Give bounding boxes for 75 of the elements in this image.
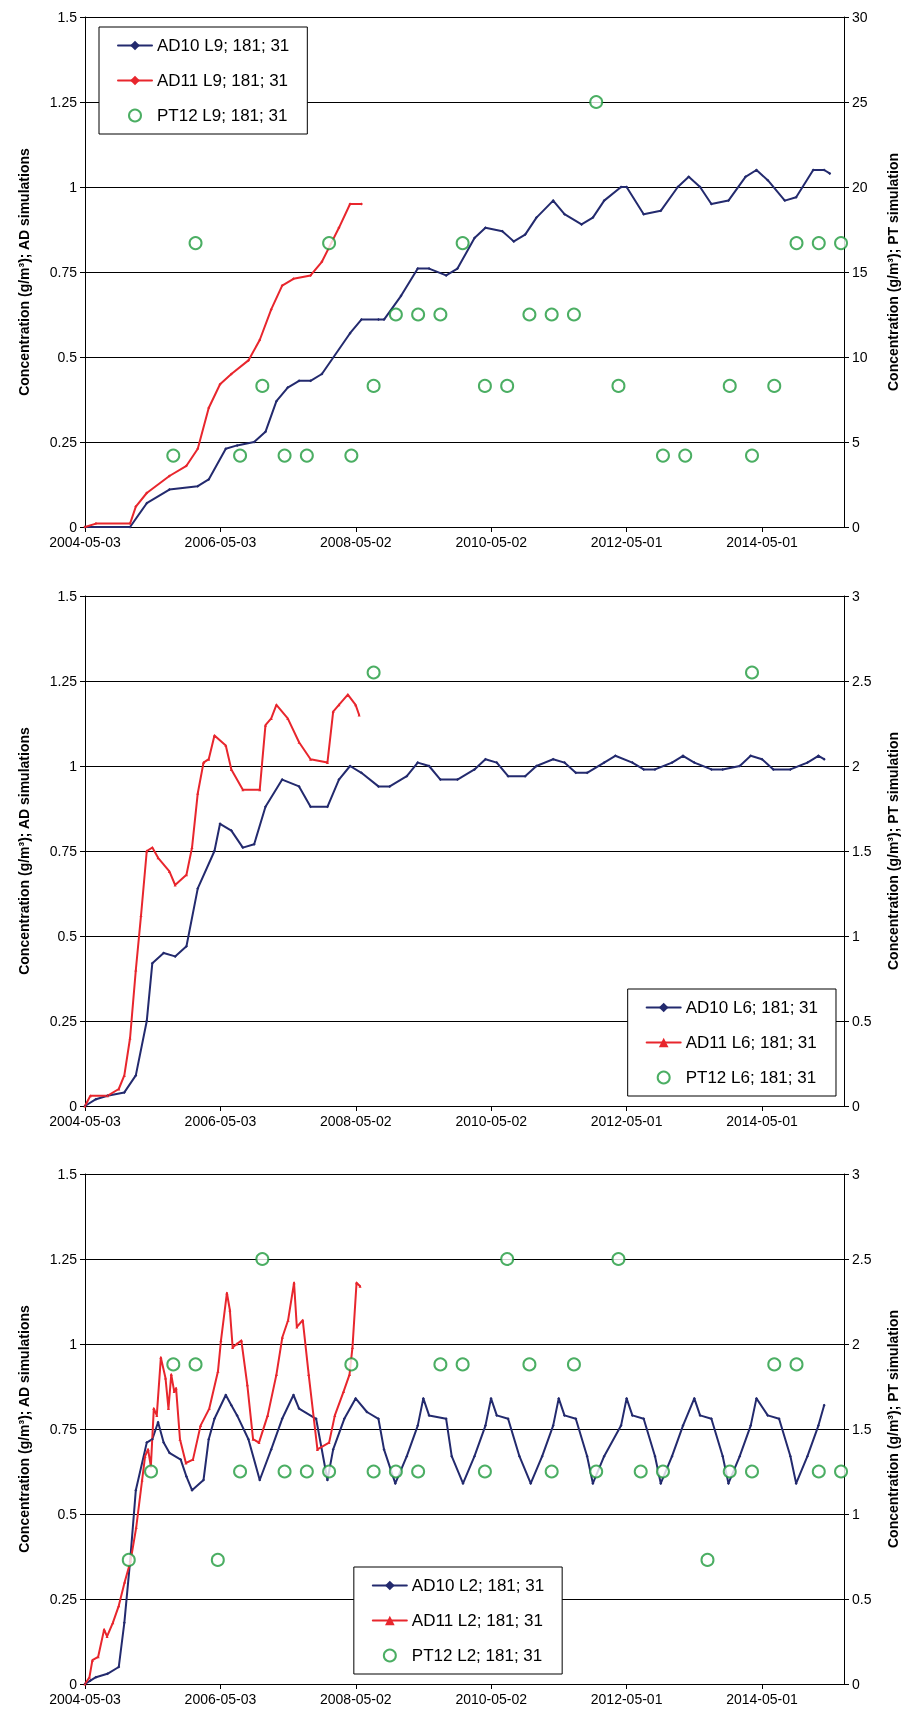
y-tick-label: 1 [69, 179, 78, 195]
x-tick-label: 2014-05-01 [726, 1113, 799, 1129]
legend-label: PT12 L9; 181; 31 [157, 106, 288, 125]
x-tick-label: 2010-05-02 [455, 534, 528, 550]
y2-tick-label: 0.5 [852, 1013, 872, 1029]
y2-tick-label: 2 [852, 1336, 860, 1352]
y-tick-label: 0 [69, 1676, 78, 1692]
x-tick-label: 2008-05-02 [319, 534, 392, 550]
y2-tick-label: 0 [852, 1098, 860, 1114]
y2-tick-label: 3 [852, 588, 860, 604]
legend-label: AD11 L2; 181; 31 [411, 1611, 543, 1630]
legend-label: PT12 L2; 181; 31 [411, 1646, 543, 1665]
y-tick-label: 0.75 [49, 264, 78, 280]
y-tick-label: 1.25 [49, 94, 78, 110]
y2-axis-title: Concentration (g/m³); PT simulation [885, 1310, 901, 1548]
y2-tick-label: 20 [852, 179, 868, 195]
x-tick-label: 2006-05-03 [184, 1691, 257, 1707]
y2-tick-label: 1 [852, 1506, 860, 1522]
y-tick-label: 0.75 [49, 1421, 78, 1437]
y2-tick-label: 5 [852, 434, 860, 450]
x-tick-label: 2004-05-03 [49, 1691, 122, 1707]
x-tick-label: 2006-05-03 [184, 1113, 257, 1129]
y-tick-label: 0.25 [49, 1591, 78, 1607]
x-tick-label: 2004-05-03 [49, 1113, 122, 1129]
y-tick-label: 0.25 [49, 434, 78, 450]
y-tick-label: 1.5 [57, 1166, 78, 1182]
y2-tick-label: 15 [852, 264, 868, 280]
y-axis-title: Concentration (g/m³); AD simulations [16, 1304, 32, 1553]
y-tick-label: 1.5 [57, 588, 78, 604]
y-tick-label: 1 [69, 758, 78, 774]
y-axis-title: Concentration (g/m³); AD simulations [16, 147, 32, 396]
y2-tick-label: 2.5 [852, 1251, 872, 1267]
legend-label: AD11 L6; 181; 31 [685, 1033, 817, 1052]
y2-tick-label: 2 [852, 758, 860, 774]
x-tick-label: 2010-05-02 [455, 1691, 528, 1707]
x-tick-label: 2012-05-01 [590, 1691, 663, 1707]
y2-tick-label: 1.5 [852, 1421, 872, 1437]
y-tick-label: 0.5 [57, 928, 78, 944]
y2-axis-title: Concentration (g/m³); PT simulation [885, 732, 901, 970]
legend-label: AD10 L9; 181; 31 [157, 36, 290, 55]
y2-tick-label: 30 [852, 9, 868, 25]
y-tick-label: 0 [69, 519, 78, 535]
legend-label: PT12 L6; 181; 31 [685, 1068, 817, 1087]
y-tick-label: 1 [69, 1336, 78, 1352]
y2-tick-label: 0.5 [852, 1591, 872, 1607]
y2-tick-label: 10 [852, 349, 868, 365]
y-tick-label: 0.75 [49, 843, 78, 859]
y-axis-title: Concentration (g/m³); AD simulations [16, 726, 32, 975]
y2-tick-label: 25 [852, 94, 868, 110]
y2-tick-label: 2.5 [852, 673, 872, 689]
y2-axis-title: Concentration (g/m³); PT simulation [885, 153, 901, 391]
y-tick-label: 1.25 [49, 673, 78, 689]
x-tick-label: 2010-05-02 [455, 1113, 528, 1129]
y2-tick-label: 0 [852, 1676, 860, 1692]
x-tick-label: 2004-05-03 [49, 534, 122, 550]
legend-label: AD11 L9; 181; 31 [157, 71, 289, 90]
y2-tick-label: 1.5 [852, 843, 872, 859]
x-tick-label: 2006-05-03 [184, 534, 257, 550]
y-tick-label: 1.25 [49, 1251, 78, 1267]
x-tick-label: 2008-05-02 [319, 1691, 392, 1707]
legend-label: AD10 L2; 181; 31 [411, 1576, 545, 1595]
y-tick-label: 0.5 [57, 349, 78, 365]
y-tick-label: 0 [69, 1098, 78, 1114]
y-tick-label: 0.25 [49, 1013, 78, 1029]
y2-tick-label: 0 [852, 519, 860, 535]
legend-label: AD10 L6; 181; 31 [685, 998, 819, 1017]
x-tick-label: 2014-05-01 [726, 534, 799, 550]
x-tick-label: 2008-05-02 [319, 1113, 392, 1129]
x-tick-label: 2014-05-01 [726, 1691, 799, 1707]
y-tick-label: 1.5 [57, 9, 78, 25]
y2-tick-label: 1 [852, 928, 860, 944]
y2-tick-label: 3 [852, 1166, 860, 1182]
y-tick-label: 0.5 [57, 1506, 78, 1522]
x-tick-label: 2012-05-01 [590, 1113, 663, 1129]
x-tick-label: 2012-05-01 [590, 534, 663, 550]
